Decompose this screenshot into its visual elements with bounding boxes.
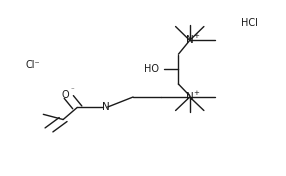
Text: +: +	[193, 90, 199, 96]
Text: N: N	[186, 35, 194, 45]
Text: +: +	[193, 33, 199, 39]
Text: ⁻: ⁻	[70, 87, 74, 93]
Text: N: N	[186, 92, 194, 102]
Text: Cl⁻: Cl⁻	[25, 61, 40, 70]
Text: O: O	[61, 90, 69, 100]
Text: N: N	[102, 102, 110, 112]
Text: HCl: HCl	[241, 18, 258, 28]
Text: HO: HO	[144, 64, 158, 74]
